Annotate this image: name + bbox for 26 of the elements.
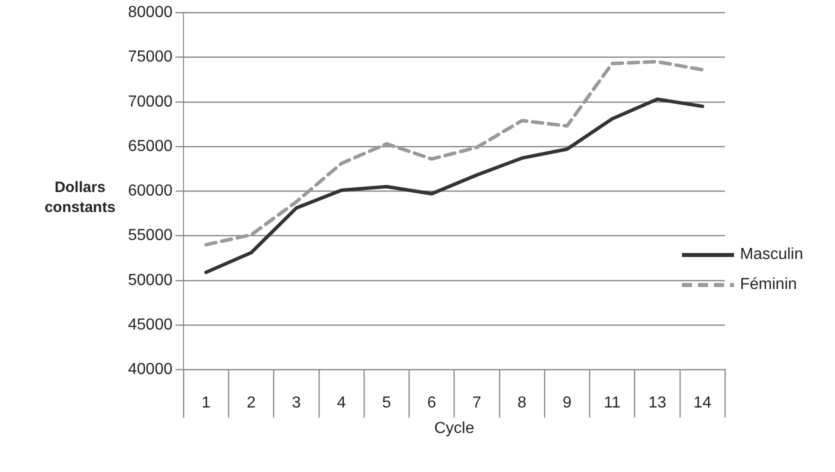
y-tick-label: 40000 xyxy=(128,361,173,378)
x-tick-label: 5 xyxy=(382,394,392,412)
line-series xyxy=(204,60,704,246)
legend-label: Féminin xyxy=(740,276,797,294)
x-tick-label: 9 xyxy=(562,394,572,412)
x-axis-title: Cycle xyxy=(434,420,474,437)
y-tick-label: 80000 xyxy=(128,4,173,22)
y-tick-label: 45000 xyxy=(128,316,173,334)
y-tick-label: 70000 xyxy=(128,93,173,110)
y-tick-label: 75000 xyxy=(128,48,173,66)
x-tick-label: 7 xyxy=(472,394,482,412)
x-tick-label: 14 xyxy=(694,394,712,412)
x-tick-label: 3 xyxy=(292,394,301,412)
y-tick-label: 55000 xyxy=(128,227,173,244)
y-axis-title: Dollars constants xyxy=(44,179,116,216)
y-tick-label: 65000 xyxy=(128,138,173,155)
y-tick-label: 60000 xyxy=(128,182,173,200)
x-tick-label: 8 xyxy=(517,394,526,412)
x-tick-label: 6 xyxy=(427,394,436,412)
x-tick-label: 13 xyxy=(648,394,666,412)
y-tick-label: 50000 xyxy=(128,272,173,289)
x-tick-label: 4 xyxy=(336,394,346,412)
x-tick-label: 1 xyxy=(202,394,211,412)
x-tick-label: 2 xyxy=(246,394,256,412)
legend-label: Masculin xyxy=(740,246,804,264)
x-tick-label: 11 xyxy=(604,394,621,412)
